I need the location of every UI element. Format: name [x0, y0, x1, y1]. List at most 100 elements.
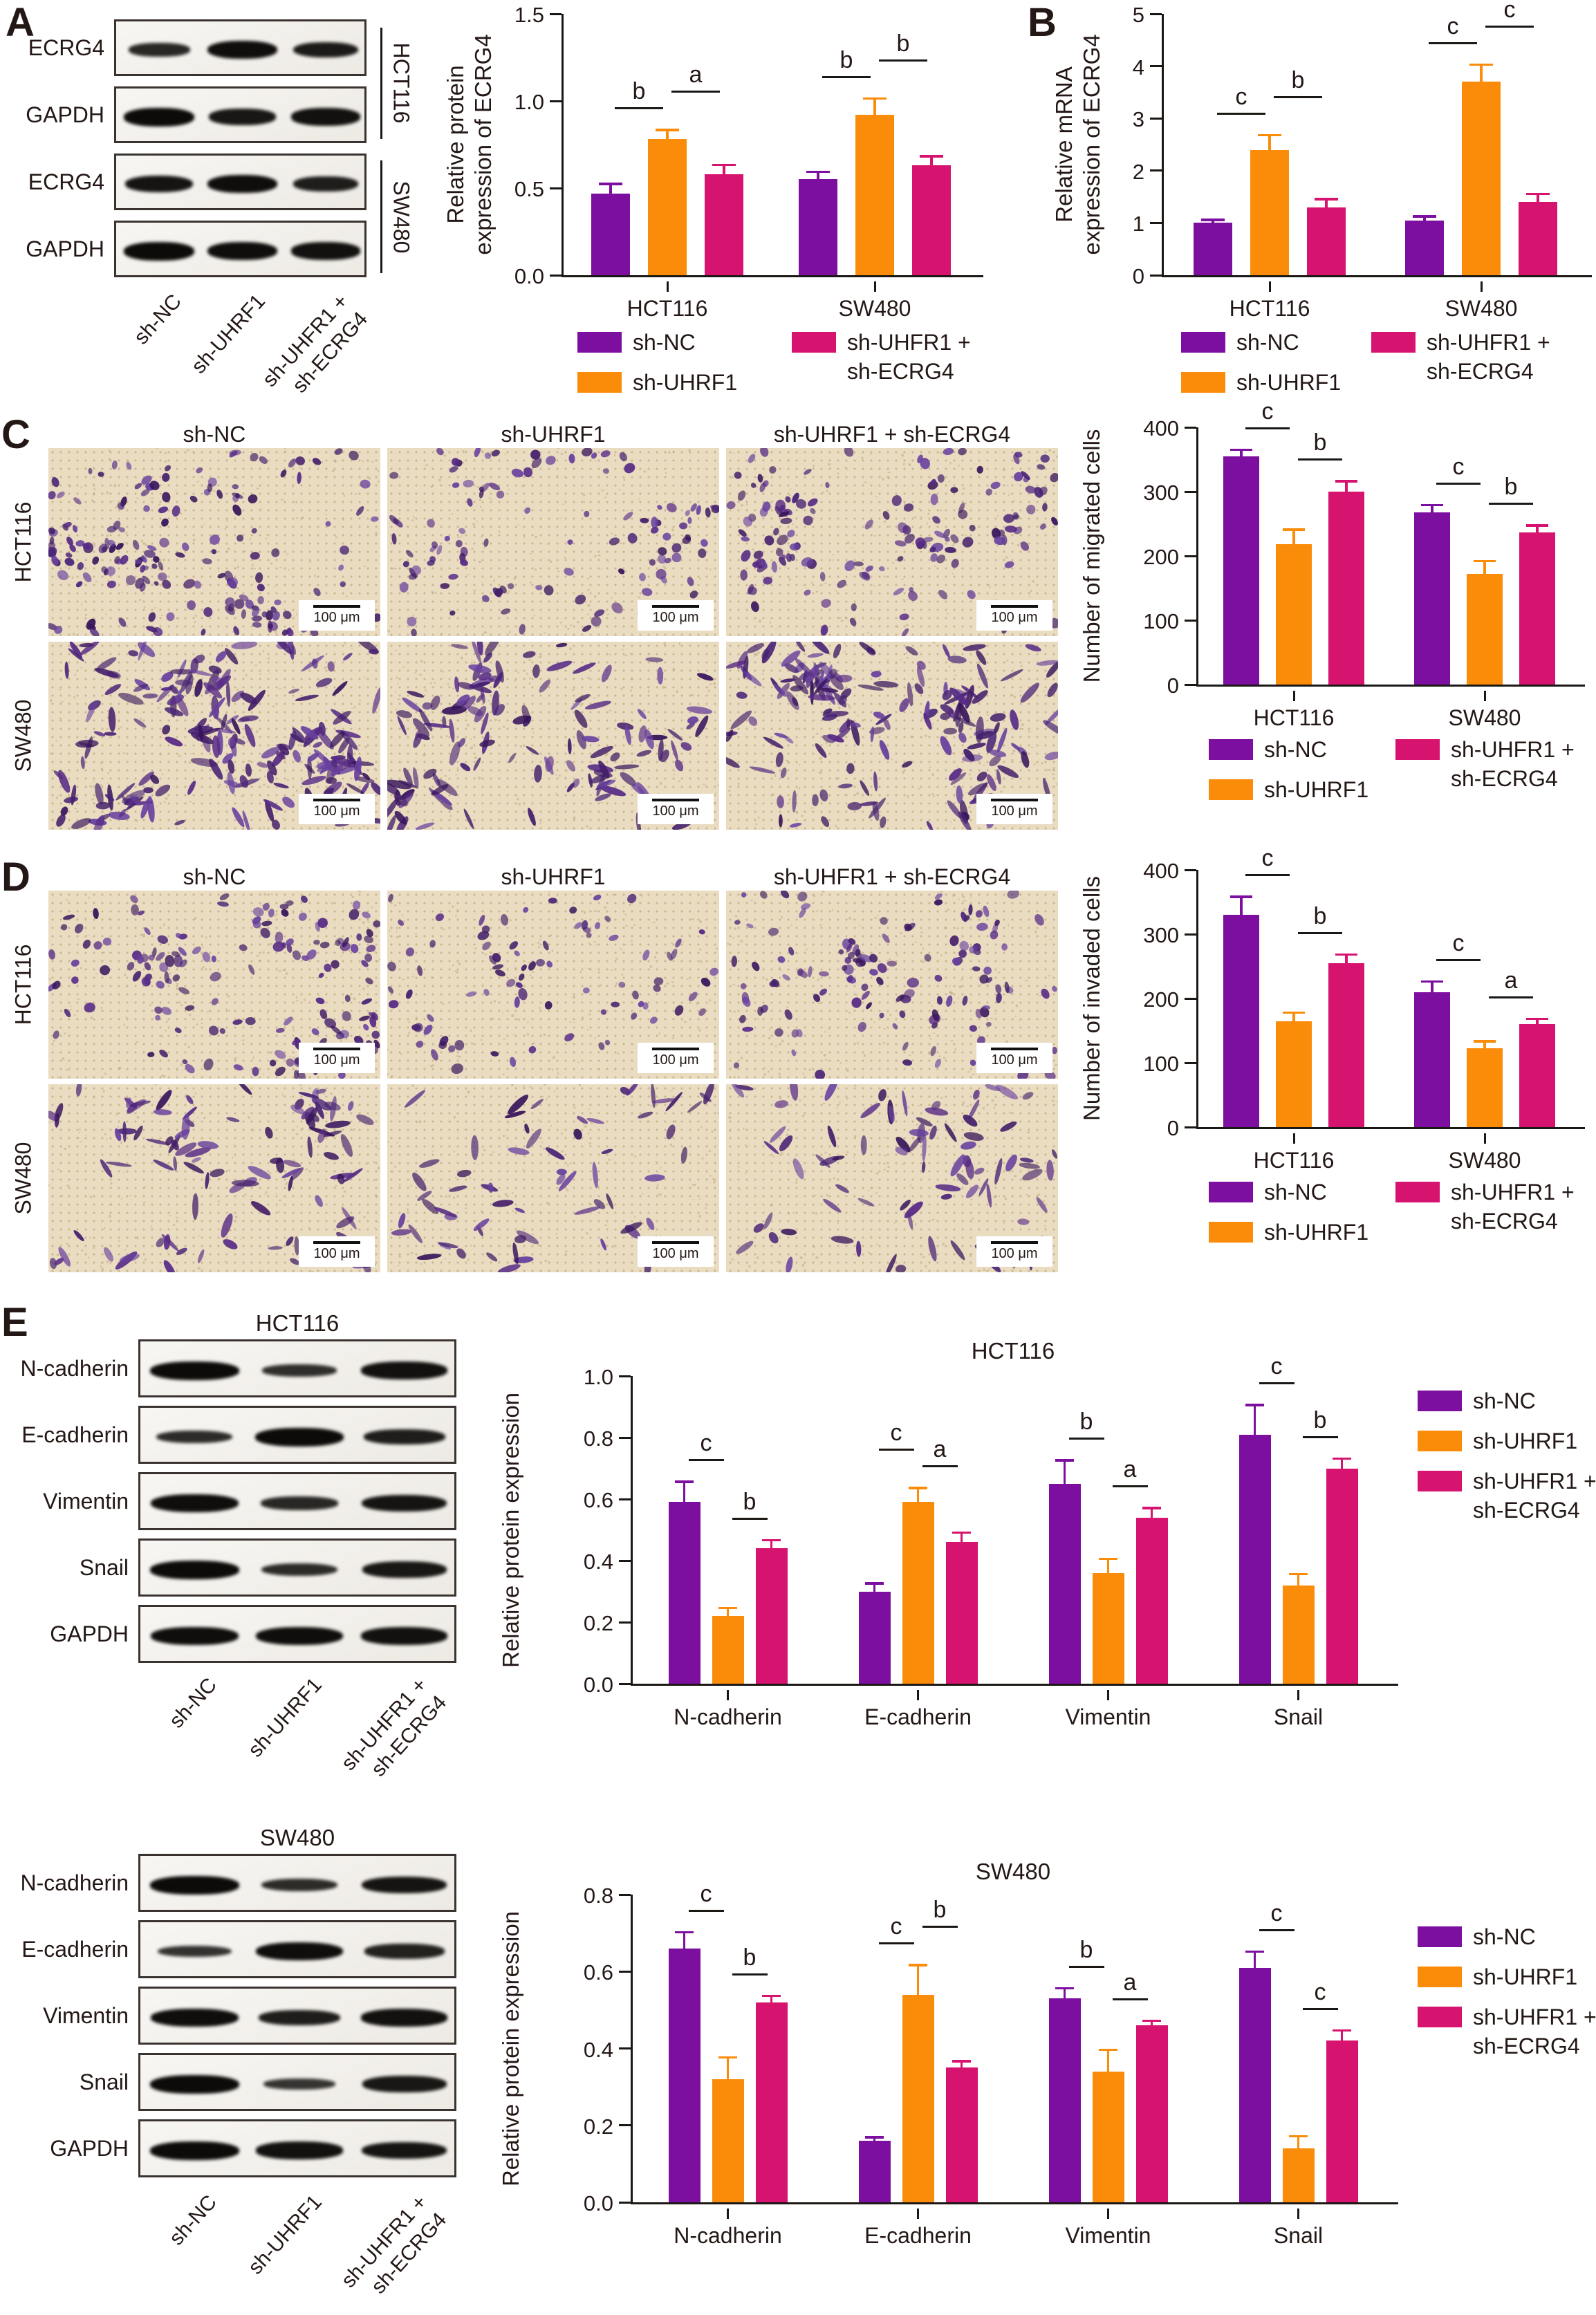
blot-row-label: Vimentin [43, 1488, 129, 1514]
scale-bar [991, 799, 1038, 801]
y-axis-line [631, 1895, 633, 2204]
x-tick [1483, 1133, 1486, 1144]
significance-label: c [1314, 1978, 1326, 2005]
error-bar-cap [761, 1538, 781, 1542]
legend-label-block: sh-UHRF1 [1473, 1962, 1577, 1991]
bar [1250, 149, 1289, 275]
blot-band [256, 2141, 343, 2159]
y-tick-label: 400 [1143, 416, 1179, 440]
blot-band [261, 1364, 337, 1377]
y-tick [619, 2124, 631, 2127]
legend-label: sh-UHRF1 [1473, 1964, 1578, 1989]
blot-band [207, 174, 277, 194]
plot-area: 0 1 2 3 4 5 HCT116 SW480 c b c c [1133, 0, 1592, 321]
bar [1519, 1024, 1555, 1127]
error-bar-cap [1469, 63, 1493, 66]
significance-line [822, 75, 871, 78]
y-tick [550, 100, 562, 102]
stained-cells-layer [387, 1084, 719, 1272]
blot-band [207, 40, 277, 59]
blot-row-label: Snail [79, 1554, 129, 1580]
y-tick-label: 100 [1143, 609, 1179, 633]
y-tick [1185, 1126, 1196, 1128]
y-tick [619, 1970, 631, 1973]
y-tick [1185, 555, 1196, 557]
x-category-label: HCT116 [1253, 705, 1335, 730]
x-tick [917, 2209, 919, 2219]
row-label: HCT116 [10, 944, 36, 1025]
legend-item: sh-UHFR1 + sh-ECRG4 [1418, 2002, 1596, 2061]
column-header: sh-NC [183, 422, 246, 447]
blot-box [114, 154, 366, 210]
y-tick [619, 1893, 631, 1896]
significance-label: c [1270, 1353, 1283, 1380]
legend-label: sh-NC [1264, 737, 1327, 762]
legend-item: sh-UHFR1 + sh-ECRG4 [1371, 328, 1550, 386]
error-bar-stem [1423, 215, 1426, 221]
error-bar-stem [770, 1994, 773, 2002]
legend-label-block: sh-NC [633, 328, 696, 357]
blot-band [362, 1494, 447, 1512]
blot-band [150, 1494, 239, 1513]
bar [1519, 202, 1557, 275]
x-category-label: HCT116 [1253, 1148, 1335, 1173]
error-bar-cap [718, 1606, 738, 1610]
blot-box [114, 221, 366, 277]
bar [902, 1994, 934, 2202]
legend-label-block: sh-UHRF1 [633, 368, 737, 397]
blot-band [362, 1876, 447, 1894]
blot-box [138, 2053, 456, 2111]
blot-band [291, 242, 360, 260]
error-bar-stem [1325, 198, 1328, 207]
scale-label: 100 μm [991, 1052, 1038, 1068]
legend-item: sh-UHRF1 [1181, 368, 1341, 397]
scale-badge: 100 μm [976, 794, 1052, 824]
blot-band [149, 1875, 239, 1895]
error-bar-stem [1480, 63, 1483, 82]
y-tick-label: 0 [1167, 1116, 1179, 1140]
y-tick [1185, 619, 1196, 622]
significance-label: b [1291, 66, 1305, 93]
plot-area: 0 100 200 300 400 HCT116 SW480 c b c b [1143, 398, 1585, 730]
scale-label: 100 μm [991, 803, 1038, 819]
error-bar-cap [1258, 133, 1281, 137]
plot-area: 0.0 0.2 0.4 0.6 0.8 1.0 N-cadherin E-cadherin Vi… [584, 1353, 1398, 1729]
error-bar-cap [1335, 480, 1357, 483]
x-category-label: E-cadherin [864, 2223, 972, 2248]
legend-label-block: sh-NC [1264, 1178, 1327, 1207]
error-bar-cap [1055, 1459, 1075, 1462]
error-bar-cap [1283, 528, 1305, 531]
panel-a-bar-chart: Relative protein expression of ECRG4 0.0 0.… [443, 3, 1037, 415]
blot-title: HCT116 [255, 1310, 340, 1336]
stained-cells-layer [726, 448, 1058, 636]
x-axis-line [1162, 275, 1592, 277]
blot-row-label: GAPDH [50, 1621, 129, 1646]
blot-box [138, 1920, 456, 1978]
legend-item: sh-UHFR1 + sh-ECRG4 [1418, 1467, 1596, 1525]
error-bar-cap [1474, 559, 1496, 563]
blot-title: SW480 [259, 1825, 335, 1850]
bar [1467, 574, 1503, 685]
bar [945, 1542, 978, 1684]
x-category-label: Snail [1273, 2223, 1324, 2248]
bar [1276, 544, 1312, 685]
error-bar-cap [1332, 2029, 1352, 2032]
panel-d-bar-chart: Number of invaded cells 0 100 200 300 400 HCT1… [1079, 845, 1596, 1300]
error-bar-stem [683, 1931, 686, 1949]
y-tick-label: 0.8 [583, 1426, 613, 1451]
scale-badge: 100 μm [976, 1043, 1052, 1073]
error-bar-cap [1421, 980, 1443, 983]
legend-label: sh-UHFR1 + [1451, 1180, 1575, 1205]
y-tick [619, 1498, 631, 1500]
significance-label: b [896, 30, 910, 57]
stained-cells-layer [727, 891, 1058, 1079]
panel-e-bar-chart-hct116: HCT116 Relative protein expression 0.0 0.2 0… [481, 1307, 1596, 1819]
legend-swatch [577, 332, 622, 353]
error-bar-stem [1536, 1017, 1539, 1025]
stained-cells-layer [387, 448, 719, 636]
bar [1326, 1468, 1358, 1684]
transwell-image: 100 μm [387, 448, 719, 636]
error-bar-stem [1431, 503, 1433, 512]
legend-swatch [1395, 739, 1440, 760]
y-tick [1150, 221, 1162, 224]
